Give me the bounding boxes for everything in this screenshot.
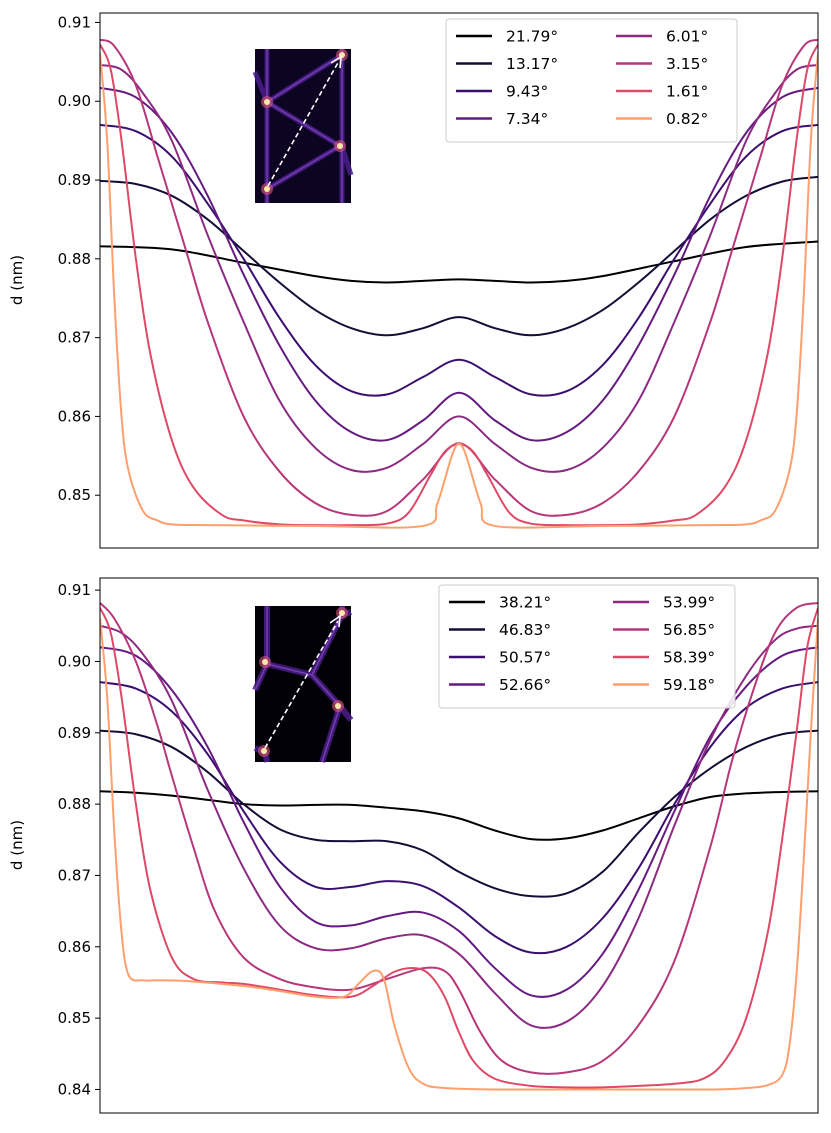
y-tick-label: 0.87: [58, 866, 91, 884]
y-tick-label: 0.85: [58, 1009, 91, 1027]
top-y-axis-label: d (nm): [8, 255, 26, 305]
y-tick-label: 0.91: [58, 13, 91, 31]
bottom-y-axis: 0.84 0.85 0.86 0.87 0.88 0.89 0.90 0.91: [58, 581, 100, 1098]
y-tick-label: 0.89: [58, 724, 91, 742]
legend-label: 46.83°: [499, 621, 551, 639]
series-line-7: [100, 606, 818, 1089]
legend-label: 58.39°: [663, 649, 715, 667]
legend-label: 13.17°: [506, 55, 558, 73]
bottom-inset-arrow: [264, 620, 339, 749]
top-inset-lattice-image: [252, 49, 354, 203]
y-tick-label: 0.84: [58, 1080, 91, 1098]
y-tick-label: 0.90: [58, 652, 91, 670]
bottom-y-axis-label: d (nm): [8, 820, 26, 870]
legend-label: 38.21°: [499, 594, 551, 612]
y-tick-label: 0.88: [58, 795, 91, 813]
legend-label: 52.66°: [499, 676, 551, 694]
y-tick-label: 0.90: [58, 92, 91, 110]
legend-label: 7.34°: [506, 110, 548, 128]
series-line-5: [100, 64, 818, 473]
y-tick-label: 0.91: [58, 581, 91, 599]
top-series-lines: [100, 38, 818, 529]
top-y-axis: 0.85 0.86 0.87 0.88 0.89 0.90 0.91: [58, 13, 100, 504]
legend-label: 56.85°: [663, 621, 715, 639]
series-line-1: [100, 790, 818, 841]
series-line-3: [100, 123, 818, 397]
y-tick-label: 0.86: [58, 407, 91, 425]
top-panel: 0.85 0.86 0.87 0.88 0.89 0.90 0.91 d (nm) 21.7…: [8, 12, 819, 549]
legend-label: 3.15°: [666, 55, 708, 73]
series-line-4: [100, 86, 818, 442]
y-tick-label: 0.87: [58, 329, 91, 347]
y-tick-label: 0.89: [58, 171, 91, 189]
legend-label: 1.61°: [666, 83, 708, 101]
series-line-1: [100, 240, 818, 284]
legend-label: 0.82°: [666, 110, 708, 128]
top-legend: 21.79° 13.17° 9.43° 7.34° 6.01° 3.15° 1.61° 0.8…: [445, 18, 738, 143]
bottom-inset-lattice-image: [252, 606, 354, 763]
legend-label: 21.79°: [506, 28, 558, 46]
series-line-4: [100, 646, 818, 998]
y-tick-label: 0.85: [58, 486, 91, 504]
series-line-8: [100, 52, 818, 529]
series-line-5: [100, 624, 818, 1029]
series-line-8: [100, 617, 818, 1091]
legend-label: 6.01°: [666, 28, 708, 46]
legend-label: 50.57°: [499, 649, 551, 667]
bottom-panel: 0.840.850.860.870.880.890.900.91 d (nm) …: [8, 577, 819, 1114]
y-tick-label: 0.86: [58, 938, 91, 956]
bottom-legend: 38.21° 46.83° 50.57° 52.66° 53.99° 56.85° 58.3…: [438, 584, 736, 709]
series-line-6: [100, 601, 818, 1075]
legend-label: 9.43°: [506, 83, 548, 101]
legend-label: 59.18°: [663, 676, 715, 694]
series-line-2: [100, 729, 818, 898]
bottom-plot-frame: [99, 577, 819, 1114]
y-tick-label: 0.88: [58, 250, 91, 268]
bottom-series-lines: [100, 601, 818, 1091]
series-line-2: [100, 175, 818, 337]
top-plot-frame: [99, 12, 819, 549]
legend-label: 53.99°: [663, 594, 715, 612]
